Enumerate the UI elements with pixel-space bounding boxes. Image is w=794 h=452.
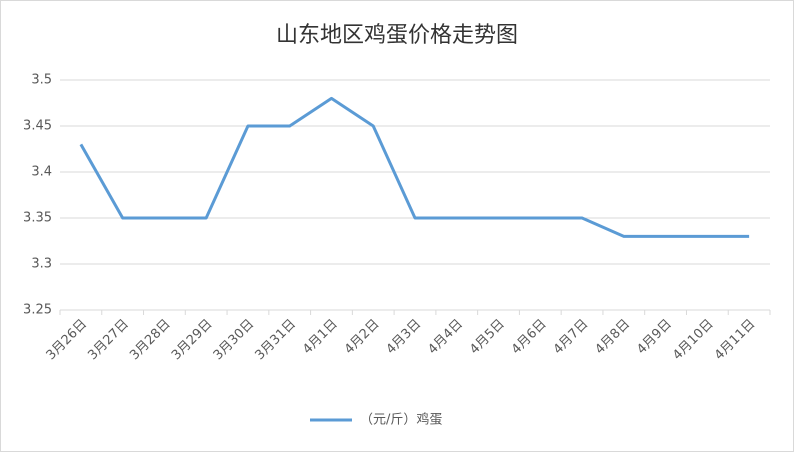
y-tick-label: 3.45 <box>23 119 52 134</box>
y-tick-label: 3.35 <box>23 211 52 226</box>
y-tick-label: 3.4 <box>31 165 52 180</box>
legend-label: （元/斤）鸡蛋 <box>360 412 442 428</box>
y-tick-label: 3.3 <box>31 257 52 272</box>
y-tick-label: 3.5 <box>31 73 52 88</box>
y-tick-label: 3.25 <box>23 303 52 318</box>
data-line <box>79 96 750 238</box>
chart-title: 山东地区鸡蛋价格走势图 <box>276 23 518 48</box>
